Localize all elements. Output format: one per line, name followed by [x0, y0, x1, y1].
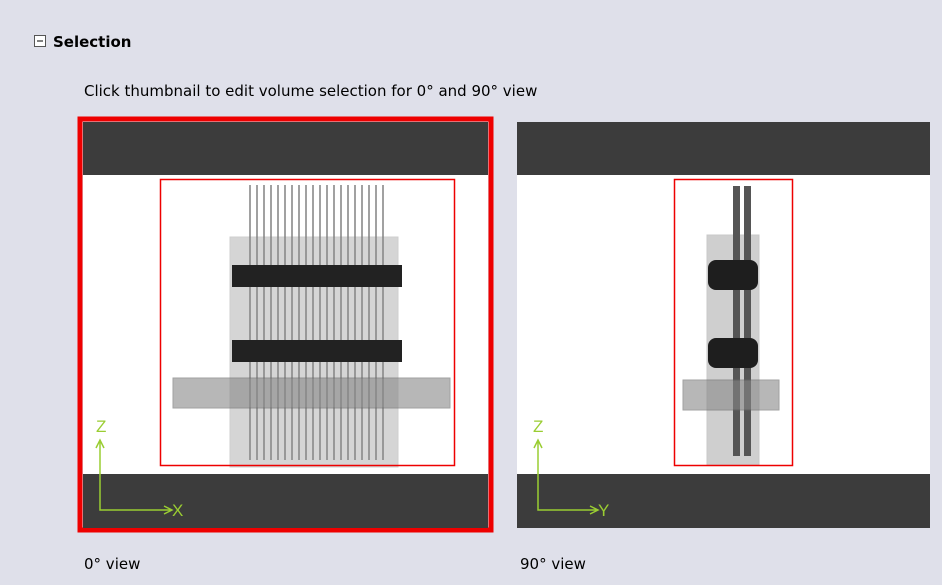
section-title: Selection [53, 33, 131, 51]
collapse-toggle[interactable] [34, 35, 46, 47]
thumbnail-0[interactable]: Z X [77, 116, 494, 533]
thumbnail-1[interactable]: Z Y [517, 122, 930, 528]
thumbnail-caption: 90° view [520, 555, 586, 573]
thumbnail-caption: 0° view [84, 555, 140, 573]
axis-label: X [172, 501, 183, 520]
axis-label: Z [96, 417, 106, 436]
axis-label: Z [533, 417, 543, 436]
instruction: Click thumbnail to edit volume selection… [84, 82, 537, 100]
axis-label: Y [598, 501, 609, 520]
